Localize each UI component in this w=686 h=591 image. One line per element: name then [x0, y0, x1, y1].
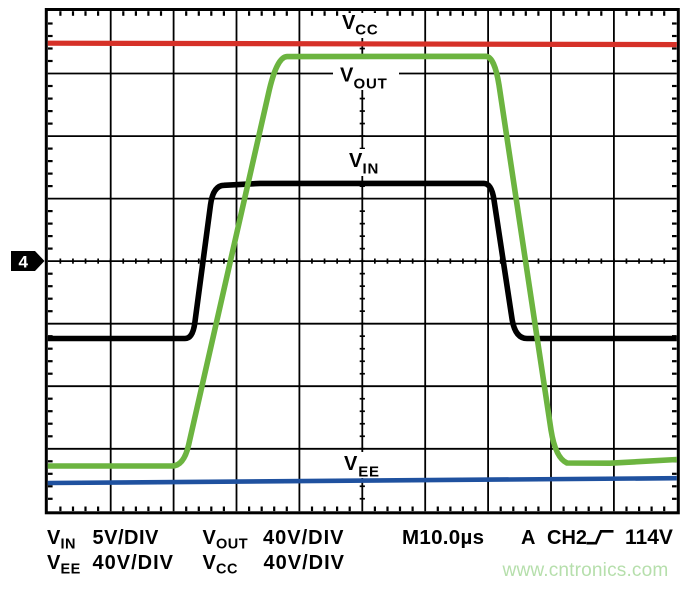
svg-text:5V/DIV: 5V/DIV — [93, 527, 160, 549]
svg-text:A: A — [521, 527, 535, 549]
svg-text:40V/DIV: 40V/DIV — [93, 552, 174, 574]
svg-text:CC: CC — [355, 21, 378, 38]
svg-text:V: V — [47, 527, 61, 549]
svg-text:V: V — [203, 552, 217, 574]
svg-text:V: V — [340, 65, 354, 87]
svg-text:V: V — [342, 12, 356, 34]
svg-text:40V/DIV: 40V/DIV — [263, 527, 344, 549]
svg-text:M10.0µs: M10.0µs — [402, 526, 484, 549]
svg-text:V: V — [349, 150, 363, 172]
svg-text:114V: 114V — [625, 526, 673, 549]
svg-text:4: 4 — [19, 253, 29, 272]
svg-text:www.cntronics.com: www.cntronics.com — [502, 560, 669, 581]
svg-text:40V/DIV: 40V/DIV — [264, 552, 345, 574]
svg-text:CH2: CH2 — [547, 527, 587, 549]
svg-text:IN: IN — [363, 160, 380, 177]
svg-text:OUT: OUT — [354, 76, 388, 93]
svg-text:V: V — [344, 453, 358, 475]
svg-text:EE: EE — [61, 562, 81, 578]
svg-text:IN: IN — [61, 537, 77, 553]
svg-text:CC: CC — [216, 562, 238, 578]
svg-text:V: V — [47, 552, 61, 574]
svg-text:V: V — [203, 527, 217, 549]
svg-text:EE: EE — [358, 463, 380, 480]
svg-text:OUT: OUT — [216, 537, 248, 553]
